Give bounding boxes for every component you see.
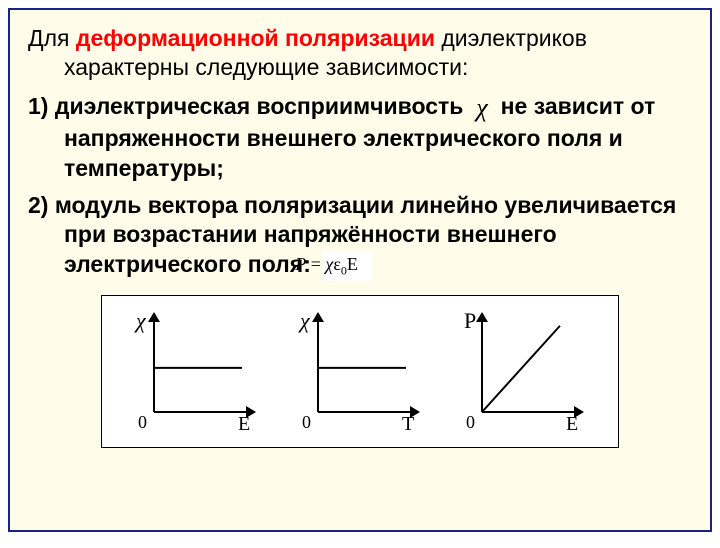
svg-text:0: 0	[302, 412, 311, 432]
charts-container: χ 0 E χ 0 T P 0 E	[28, 295, 692, 448]
chart-chi-vs-E: χ 0 E	[126, 304, 266, 439]
svg-text:χ: χ	[298, 308, 311, 333]
formula-eps: ε	[333, 254, 341, 274]
point-2: 2) модуль вектора поляризации линейно ув…	[28, 191, 692, 281]
formula-eq: =	[306, 254, 325, 274]
svg-text:P: P	[464, 308, 476, 333]
svg-text:E: E	[238, 413, 250, 434]
p1-pre: 1) диэлектрическая восприимчивость	[28, 93, 470, 119]
intro-highlight: деформационной поляризации	[76, 25, 435, 51]
formula-P: P	[295, 254, 306, 274]
svg-text:E: E	[566, 413, 578, 434]
chart-P-vs-E: P 0 E	[454, 304, 594, 439]
svg-text:0: 0	[138, 412, 147, 432]
intro-pre: Для	[28, 25, 76, 51]
formula: P = χε0E	[323, 251, 371, 281]
svg-text:T: T	[402, 413, 414, 434]
chi-symbol: χ	[470, 93, 494, 122]
formula-E: E	[347, 254, 358, 274]
svg-text:χ: χ	[134, 308, 147, 333]
chart-chi-vs-T: χ 0 T	[290, 304, 430, 439]
svg-text:0: 0	[466, 412, 475, 432]
slide: Для деформационной поляризации диэлектри…	[8, 8, 712, 532]
point-1: 1) диэлектрическая восприимчивость χ не …	[28, 91, 692, 183]
intro-paragraph: Для деформационной поляризации диэлектри…	[28, 24, 692, 83]
charts-panel: χ 0 E χ 0 T P 0 E	[101, 295, 620, 448]
